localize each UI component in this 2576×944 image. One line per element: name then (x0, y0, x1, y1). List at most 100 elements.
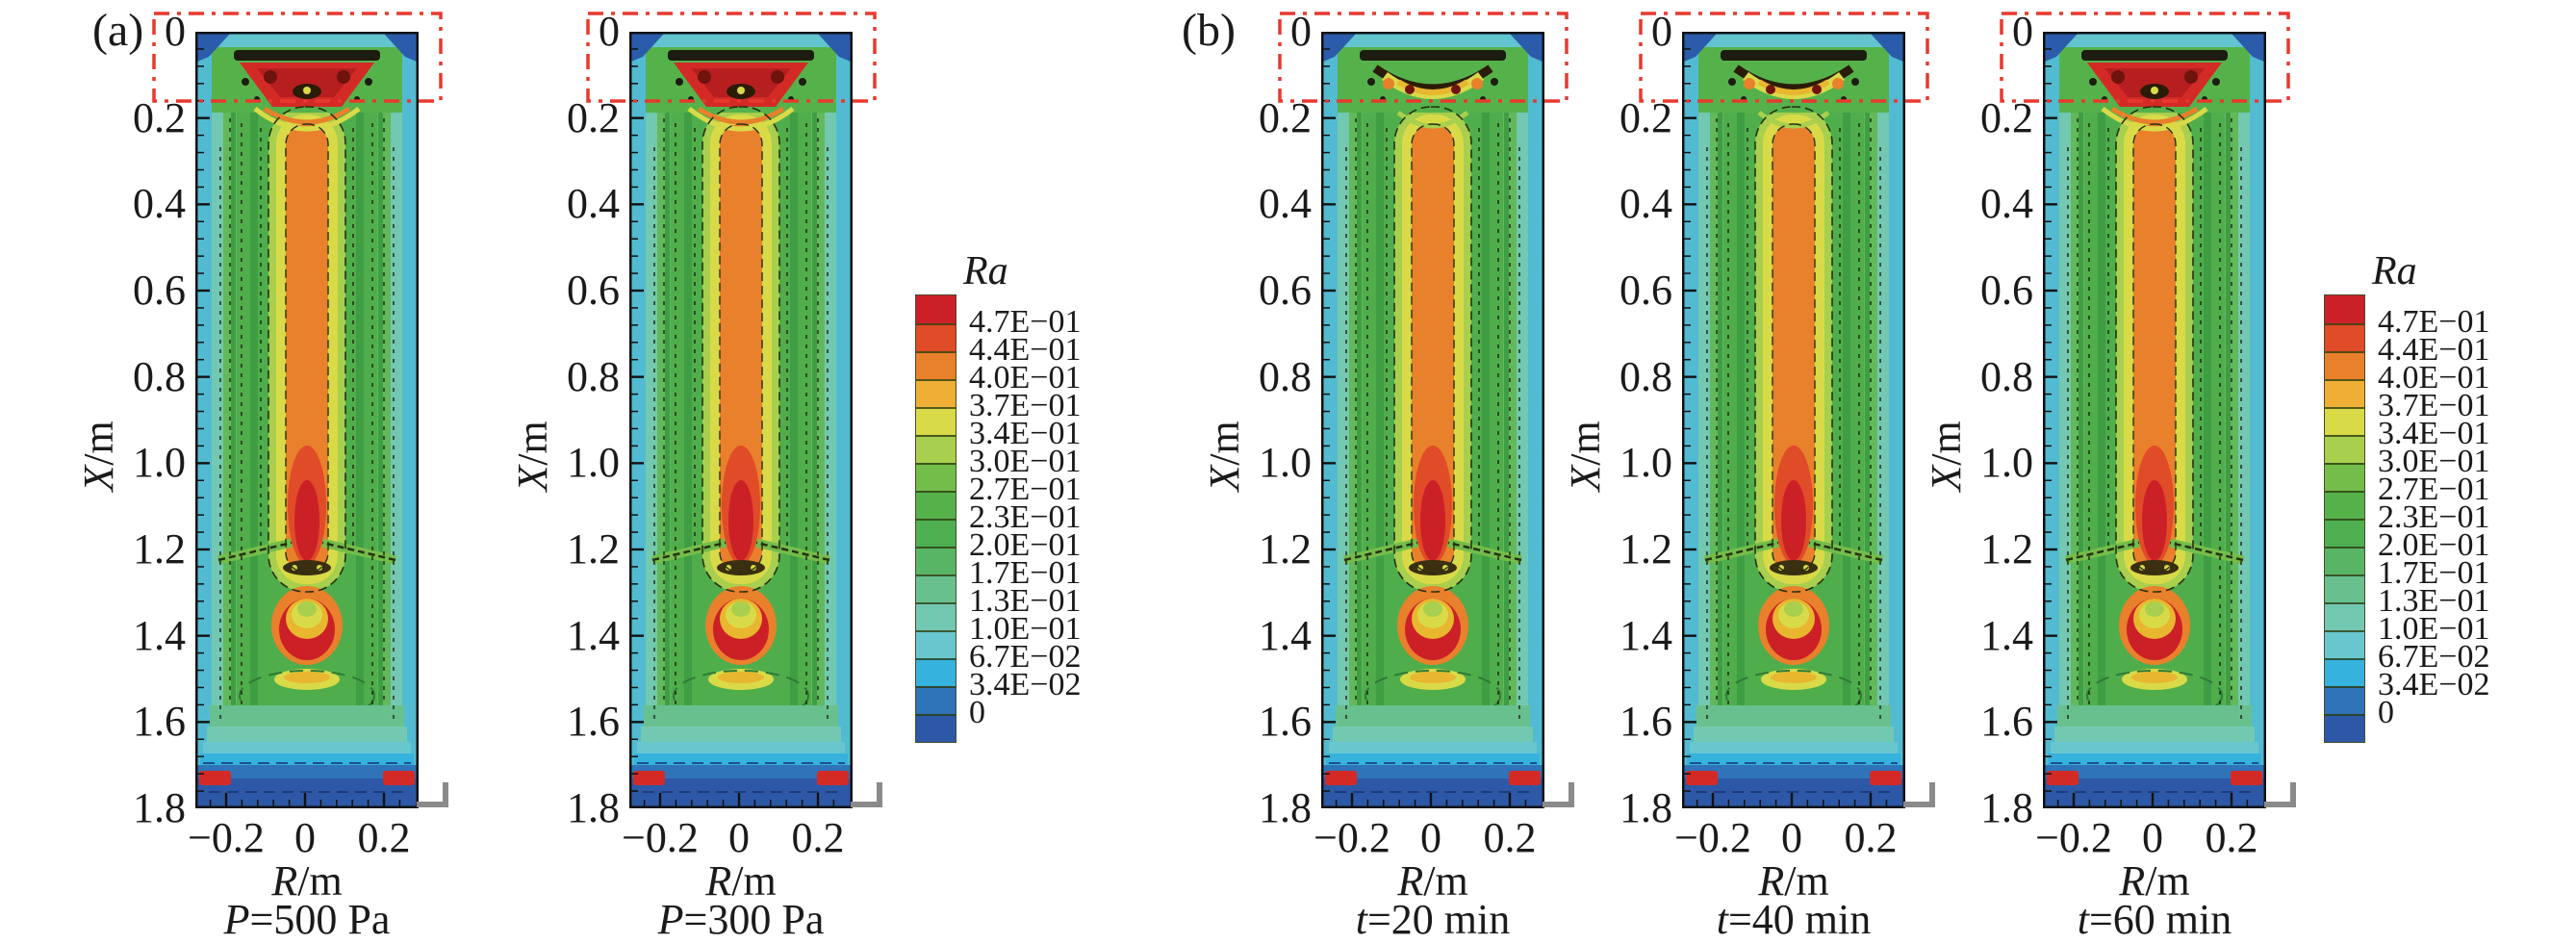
axis-corner-ledge (1543, 802, 1574, 807)
contour-map-svg (629, 32, 853, 808)
colorbar-segment (2325, 574, 2364, 602)
colorbar-segment (916, 379, 956, 407)
y-tick-label: 0.6 (567, 267, 620, 314)
subplot-p500pa: X/m 0 0.2 0.4 0.6 0.8 1.0 1.2 1.4 1.6 1.8 (75, 8, 448, 942)
x-tick-label: 0.2 (2205, 814, 2258, 861)
y-axis-ticks: 0 0.2 0.4 0.6 0.8 1.0 1.2 1.4 1.6 1.8 (1229, 8, 1312, 831)
colorbar-segment (916, 407, 956, 435)
panel-label-b: (b) (1182, 5, 1236, 56)
y-axis-ticks: 0 0.2 0.4 0.6 0.8 1.0 1.2 1.4 1.6 1.8 (537, 8, 620, 831)
x-tick-label: −0.2 (1674, 814, 1751, 861)
y-tick-label: 1.8 (1980, 784, 2033, 832)
plot-caption: t=40 min (1716, 896, 1872, 943)
y-tick-label: 0.4 (133, 180, 186, 228)
colorbar-segment (916, 714, 956, 742)
contour-map (195, 32, 419, 808)
x-tick-label: 0.2 (791, 814, 845, 861)
y-tick-label: 1.2 (567, 525, 620, 574)
y-tick-label: 0.4 (1980, 180, 2033, 228)
colorbar-label: 3.7E−01 (2378, 388, 2490, 423)
contour-map (2043, 32, 2266, 808)
colorbar-label: 4.0E−01 (969, 360, 1082, 395)
x-tick-label: 0 (1781, 814, 1802, 861)
colorbar-segment (2325, 491, 2364, 519)
y-tick-label: 1.8 (567, 784, 620, 832)
panel-label-a: (a) (92, 5, 144, 56)
colorbar-label: 4.4E−01 (969, 332, 1082, 368)
y-tick-label: 0.2 (1259, 93, 1312, 141)
subplot-t60min: X/m 0 0.2 0.4 0.6 0.8 1.0 1.2 1.4 1.6 1.8 (1923, 8, 2296, 942)
colorbar-label: 2.7E−01 (969, 472, 1082, 507)
x-tick-label: 0 (294, 814, 316, 861)
y-tick-label: 0.2 (567, 93, 620, 141)
y-tick-label: 1.2 (1980, 525, 2033, 574)
y-tick-label: 1.4 (133, 611, 186, 659)
contour-map-svg (195, 32, 419, 808)
y-tick-label: 0.8 (1980, 352, 2033, 400)
y-tick-label: 1.0 (1620, 439, 1672, 487)
y-tick-label: 1.6 (133, 698, 186, 746)
y-axis-ticks: 0 0.2 0.4 0.6 0.8 1.0 1.2 1.4 1.6 1.8 (1590, 8, 1672, 831)
y-tick-label: 0 (1651, 8, 1672, 55)
y-tick-label: 0.4 (1620, 180, 1672, 228)
colorbar-label: 3.7E−01 (969, 388, 1082, 423)
axis-corner-ledge (417, 802, 448, 807)
x-axis-label: R/m (271, 857, 343, 905)
colorbar-label: 4.7E−01 (2378, 304, 2490, 340)
colorbar-segment (916, 519, 956, 547)
colorbar-label: 2.0E−01 (969, 527, 1082, 563)
x-axis-ticks: −0.2 0 0.2 (188, 813, 419, 863)
y-tick-label: 1.6 (1259, 698, 1312, 746)
colorbar-strip (2324, 294, 2365, 743)
y-tick-label: 1.4 (1980, 611, 2033, 659)
colorbar-label: 6.7E−02 (2378, 639, 2490, 675)
colorbar-title: Ra (963, 249, 1008, 293)
y-tick-label: 0.6 (1259, 267, 1312, 314)
colorbar-label: 0 (969, 695, 985, 730)
colorbar-label: 1.0E−01 (969, 611, 1082, 647)
y-axis-ticks: 0 0.2 0.4 0.6 0.8 1.0 1.2 1.4 1.6 1.8 (1951, 8, 2033, 831)
colorbar-segment (2325, 547, 2364, 574)
y-tick-label: 1.6 (1620, 698, 1672, 746)
x-axis-label: R/m (1397, 857, 1468, 905)
colorbar-title: Ra (2372, 249, 2417, 293)
colorbar-label: 2.3E−01 (969, 499, 1082, 535)
y-tick-label: 0 (599, 8, 620, 55)
colorbar-segment (2325, 379, 2364, 407)
y-tick-label: 0.6 (1620, 267, 1672, 314)
y-tick-label: 0.2 (133, 93, 186, 141)
colorbar-label: 2.3E−01 (2378, 499, 2490, 535)
x-axis-label: R/m (2119, 857, 2190, 905)
x-axis-ticks: −0.2 0 0.2 (1314, 813, 1544, 863)
x-tick-label: 0 (1420, 814, 1441, 861)
y-tick-label: 1.0 (133, 439, 186, 487)
colorbar-segment (2325, 435, 2364, 463)
y-tick-label: 0.2 (1620, 93, 1672, 141)
axis-corner-ledge (1569, 782, 1574, 807)
y-tick-label: 0.4 (567, 180, 620, 228)
y-tick-label: 0 (1290, 8, 1312, 55)
colorbar-segment (916, 547, 956, 574)
plot-caption: P=500 Pa (223, 896, 391, 943)
colorbar-ra-panel-a: Ra 4.7E−01 4.4E−01 4.0E−01 3.7E−01 3.4E−01 3.… (915, 250, 1175, 789)
colorbar-label: 4.7E−01 (969, 304, 1082, 340)
colorbar-label: 1.3E−01 (2378, 583, 2490, 619)
colorbar-ra-panel-b: Ra 4.7E−01 4.4E−01 4.0E−01 3.7E−01 3.4E−01 3.… (2324, 250, 2576, 789)
y-tick-label: 1.0 (1259, 439, 1312, 487)
subplot-t40min: X/m 0 0.2 0.4 0.6 0.8 1.0 1.2 1.4 1.6 1.8 (1562, 8, 1935, 942)
x-tick-label: 0.2 (357, 814, 411, 861)
colorbar-segment (916, 630, 956, 658)
colorbar-label: 2.7E−01 (2378, 472, 2490, 507)
contour-map (1321, 32, 1544, 808)
y-tick-label: 0.8 (1259, 352, 1312, 400)
x-tick-label: −0.2 (188, 814, 265, 861)
colorbar-label: 3.4E−02 (969, 667, 1082, 702)
axis-corner-ledge (851, 802, 882, 807)
colorbar-label: 2.0E−01 (2378, 527, 2490, 563)
colorbar-segment (916, 435, 956, 463)
contour-map (629, 32, 853, 808)
colorbar-label: 4.0E−01 (2378, 360, 2490, 395)
colorbar-segment (2325, 323, 2364, 351)
x-tick-label: −0.2 (2035, 814, 2112, 861)
